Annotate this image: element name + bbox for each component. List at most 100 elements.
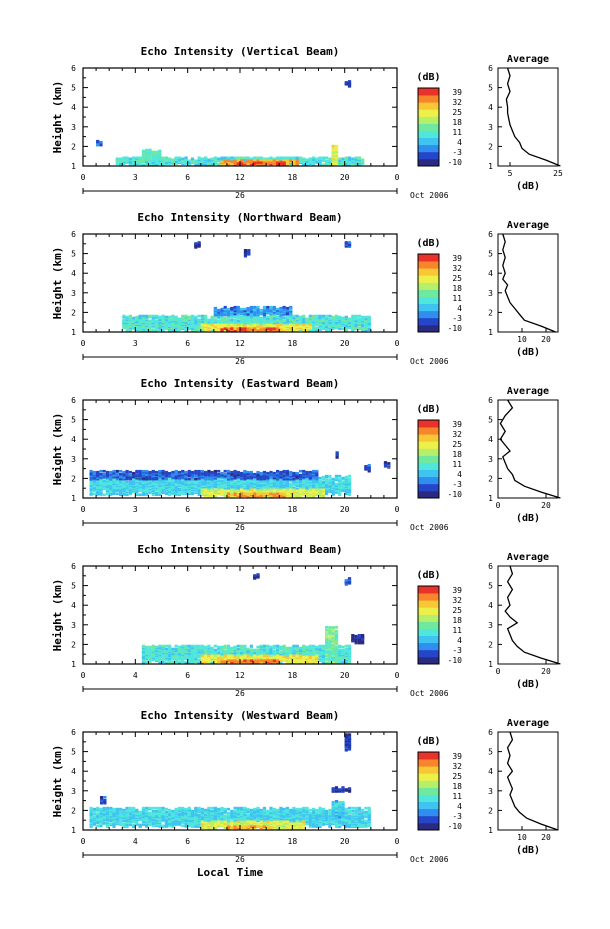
echo-cell (151, 493, 155, 496)
echo-cell (148, 470, 152, 474)
panel-title: Echo Intensity (Southward Beam) (137, 543, 342, 556)
echo-cell (161, 486, 165, 490)
echo-cell (344, 315, 348, 319)
echo-cell (158, 149, 162, 153)
echo-cell (233, 162, 237, 165)
echo-cell (187, 315, 191, 319)
echo-cell (197, 661, 201, 664)
colorbar-segment (418, 455, 439, 463)
echo-cell (354, 314, 358, 318)
echo-cell (282, 316, 286, 320)
echo-cell (177, 647, 182, 651)
echo-cell (151, 314, 155, 318)
echo-cell (220, 488, 224, 492)
echo-cell (141, 163, 146, 166)
echo-cell (102, 493, 106, 496)
echo-cell (112, 471, 116, 475)
echo-cell (282, 469, 286, 473)
echo-cell (253, 311, 257, 315)
echo-cell (364, 319, 368, 323)
echo-cell (246, 320, 250, 324)
echo-cell (312, 314, 316, 318)
echo-cell (276, 307, 280, 311)
colorbar-unit: (dB) (416, 238, 440, 249)
echo-cell (181, 492, 185, 496)
echo-cell (246, 159, 250, 163)
panel-title: Echo Intensity (Vertical Beam) (141, 45, 340, 58)
echo-cell (213, 648, 217, 652)
echo-cell (207, 644, 211, 648)
echo-cell (204, 488, 208, 492)
echo-cell (187, 477, 191, 481)
colorbar-tick-label: 39 (452, 420, 462, 429)
echo-cell (243, 477, 247, 481)
echo-cell (305, 470, 309, 474)
colorbar-segment (418, 462, 439, 470)
echo-cell (145, 148, 149, 152)
echo-cell (302, 319, 306, 323)
echo-cell (119, 493, 123, 496)
echo-cell (315, 326, 319, 330)
echo-cell (253, 156, 257, 160)
echo-cell (318, 479, 322, 483)
echo-cell (171, 657, 175, 661)
echo-cell (272, 471, 276, 475)
echo-cell (318, 488, 322, 492)
echo-cell (285, 311, 289, 315)
echo-cell (89, 487, 93, 491)
echo-cell (128, 476, 132, 480)
echo-cell (194, 242, 198, 245)
colorbar-tick-label: -10 (448, 324, 463, 333)
echo-cell (200, 157, 204, 161)
echo-cell (256, 307, 260, 311)
echo-cell (285, 316, 289, 320)
echo-cell (298, 156, 303, 160)
y-tick-label: 3 (71, 455, 76, 464)
echo-cell (99, 140, 103, 144)
echo-cell (99, 480, 103, 484)
echo-cell (269, 492, 273, 496)
echo-cell (184, 661, 188, 664)
echo-cell (249, 317, 253, 321)
echo-cell (138, 329, 142, 332)
echo-cell (279, 306, 283, 310)
echo-cell (279, 156, 283, 160)
echo-cell (204, 329, 208, 332)
echo-cell (253, 495, 257, 498)
echo-cell (230, 160, 234, 164)
echo-cell (289, 488, 293, 492)
echo-cell (210, 646, 214, 650)
echo-cell (161, 644, 165, 648)
echo-cell (361, 327, 365, 330)
echo-cell (92, 489, 96, 493)
echo-cell (220, 307, 224, 311)
colorbar-tick-label: 32 (452, 264, 462, 273)
profile-y-tick-label: 5 (488, 84, 493, 93)
echo-cell (207, 477, 211, 481)
echo-cell (325, 490, 329, 494)
echo-cell (276, 469, 280, 473)
echo-cell (243, 479, 247, 483)
echo-cell (194, 471, 198, 475)
echo-cell (128, 317, 132, 321)
x-tick-label: 0 (395, 339, 400, 348)
echo-cell (223, 316, 227, 320)
x-tick-label: 20 (340, 173, 350, 182)
echo-cell (312, 476, 316, 480)
profile-x-label: (dB) (516, 347, 540, 358)
echo-cell (230, 493, 234, 496)
echo-cells (141, 573, 365, 664)
echo-cell (125, 482, 129, 486)
echo-cell (315, 488, 319, 492)
echo-cell (204, 320, 208, 324)
echo-cell (259, 161, 263, 164)
echo-cell (253, 472, 257, 476)
echo-cell (357, 317, 361, 321)
echo-cell (253, 305, 257, 309)
echo-cell (171, 485, 175, 489)
echo-cell (269, 159, 273, 163)
colorbar-frame (417, 253, 440, 333)
colorbar-tick-label: 25 (452, 440, 462, 449)
echo-cell (226, 469, 231, 473)
echo-cell (334, 474, 339, 478)
